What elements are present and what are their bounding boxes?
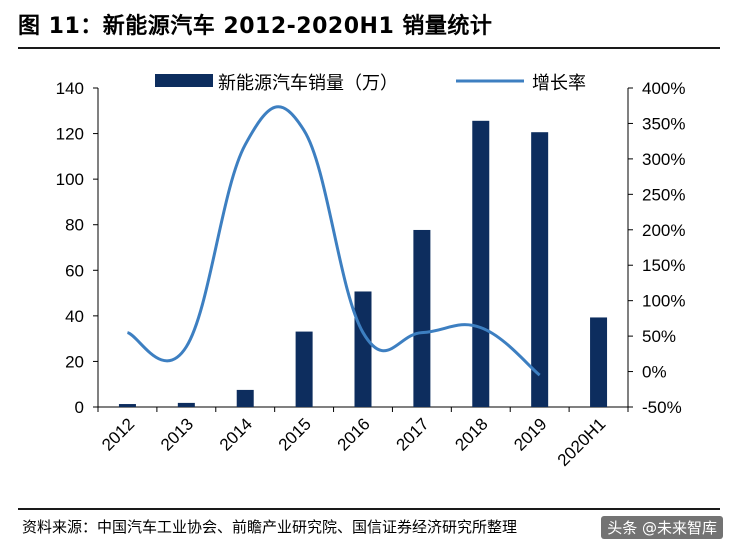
legend-bar-swatch bbox=[155, 74, 213, 87]
y-right-tick-label: 350% bbox=[642, 114, 685, 133]
bar bbox=[236, 389, 254, 407]
chart-legend: 新能源汽车销量（万） 增长率 bbox=[155, 73, 586, 94]
x-tick-label: 2013 bbox=[157, 414, 197, 454]
y-left-tick-label: 60 bbox=[65, 261, 84, 280]
y-right-tick-label: 300% bbox=[642, 150, 685, 169]
x-tick-label: 2019 bbox=[510, 414, 550, 454]
bar bbox=[295, 331, 313, 407]
x-tick-label: 2012 bbox=[98, 414, 138, 454]
bar bbox=[354, 291, 372, 407]
line-series bbox=[126, 105, 541, 377]
bar bbox=[118, 404, 136, 407]
y-left-tick-label: 0 bbox=[75, 398, 84, 417]
source-note: 资料来源：中国汽车工业协会、前瞻产业研究院、国信证券经济研究所整理 bbox=[22, 518, 518, 536]
chart-axes: 0 20 40 60 80 100 120 140 -50% 0% 50% 100% 150% 200% 2… bbox=[56, 79, 686, 470]
chart-title: 图 11：新能源汽车 2012-2020H1 销量统计 bbox=[18, 14, 493, 39]
y-left-tick-label: 80 bbox=[65, 216, 84, 235]
x-tick-label: 2017 bbox=[393, 414, 433, 454]
legend-bar-label: 新能源汽车销量（万） bbox=[218, 73, 398, 94]
bar bbox=[590, 317, 608, 407]
y-right-tick-label: 400% bbox=[642, 79, 685, 98]
y-right-tick-label: 250% bbox=[642, 185, 685, 204]
watermark: 头条 @未来智库 bbox=[601, 516, 723, 539]
y-left-tick-label: 20 bbox=[65, 352, 84, 371]
y-left-tick-label: 100 bbox=[56, 170, 84, 189]
bar bbox=[177, 402, 195, 407]
legend-line-label: 增长率 bbox=[532, 73, 586, 94]
y-right-tick-label: 100% bbox=[642, 292, 685, 311]
y-right-tick-label: 150% bbox=[642, 256, 685, 275]
growth-rate-line bbox=[126, 105, 541, 377]
y-right-tick-label: 0% bbox=[642, 363, 667, 382]
y-right-tick-label: -50% bbox=[642, 398, 682, 417]
source-divider bbox=[18, 508, 720, 510]
y-right-tick-label: 50% bbox=[642, 327, 676, 346]
y-right-tick-label: 200% bbox=[642, 221, 685, 240]
x-tick-label: 2020H1 bbox=[554, 414, 610, 470]
bar bbox=[472, 120, 490, 407]
x-tick-label: 2014 bbox=[216, 414, 256, 454]
x-tick-label: 2016 bbox=[334, 414, 374, 454]
bar bbox=[531, 132, 549, 407]
x-tick-label: 2015 bbox=[275, 414, 315, 454]
x-tick-label: 2018 bbox=[451, 414, 491, 454]
bar-series bbox=[118, 120, 608, 407]
bar bbox=[413, 229, 431, 407]
y-left-tick-label: 120 bbox=[56, 125, 84, 144]
title-divider bbox=[18, 47, 720, 49]
y-left-tick-label: 140 bbox=[56, 79, 84, 98]
y-left-tick-label: 40 bbox=[65, 307, 84, 326]
